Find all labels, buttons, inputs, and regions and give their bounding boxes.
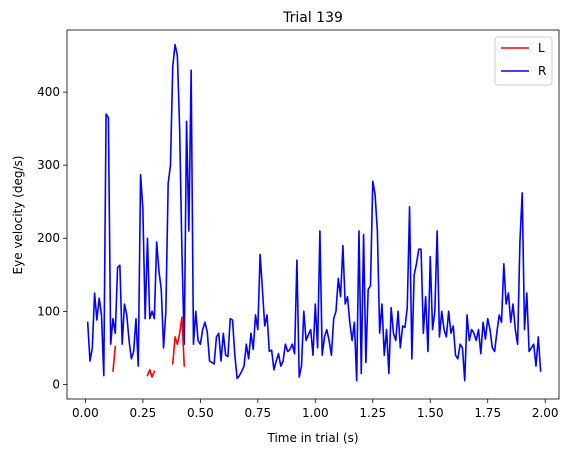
- chart-title: Trial 139: [282, 10, 343, 26]
- x-tick-label: 0.25: [130, 406, 157, 420]
- x-axis: 0.00 0.25 0.50 0.75 1.00 1.25 1.50 1.75 2.00: [72, 399, 559, 420]
- x-tick-label: 0.75: [244, 406, 271, 420]
- x-tick-label: 0.00: [72, 406, 99, 420]
- y-tick-label: 200: [37, 231, 60, 245]
- x-tick-label: 1.25: [359, 406, 386, 420]
- y-tick-label: 400: [37, 85, 60, 99]
- plot-area: 0.00 0.25 0.50 0.75 1.00 1.25 1.50 1.75 2.00 0 10…: [37, 29, 560, 420]
- series-layer: [86, 43, 542, 382]
- x-axis-title: Time in trial (s): [266, 431, 358, 445]
- legend: L R: [494, 36, 553, 86]
- legend-label-l: L: [538, 41, 545, 55]
- x-tick-label: 1.75: [474, 406, 501, 420]
- series-line-l: [146, 368, 156, 378]
- x-tick-label: 1.50: [417, 406, 444, 420]
- series-line-l: [171, 316, 186, 367]
- x-tick-label: 1.00: [302, 406, 329, 420]
- y-tick-label: 100: [37, 304, 60, 318]
- y-tick-label: 0: [52, 377, 60, 391]
- y-axis: 0 100 200 300 400: [37, 85, 67, 391]
- series-line-r: [86, 43, 542, 382]
- x-tick-label: 2.00: [532, 406, 559, 420]
- legend-frame: [494, 36, 553, 86]
- legend-label-r: R: [538, 64, 546, 78]
- y-axis-title: Eye velocity (deg/s): [11, 156, 25, 275]
- x-tick-label: 0.50: [187, 406, 214, 420]
- y-tick-label: 300: [37, 158, 60, 172]
- series-line-l: [112, 345, 117, 373]
